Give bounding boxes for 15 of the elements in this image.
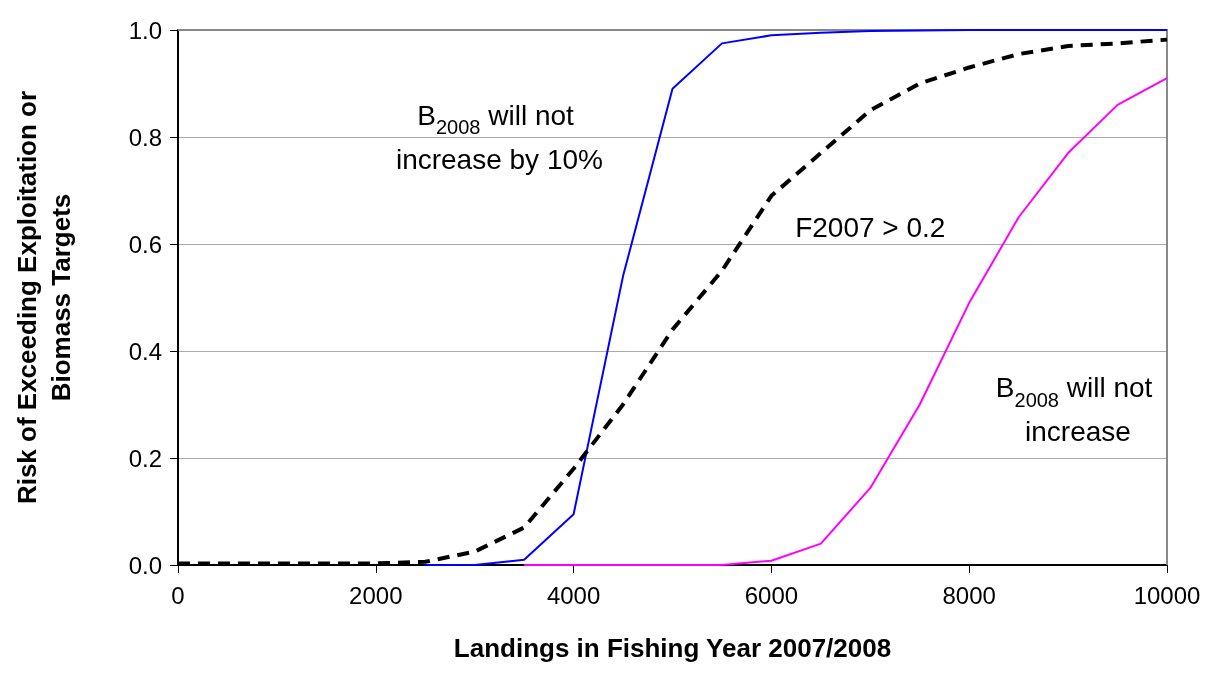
x-tick-label: 10000 xyxy=(1133,581,1201,609)
x-tick-label: 0 xyxy=(171,581,185,609)
y-tick-label: 0.0 xyxy=(128,551,162,579)
x-tick-label: 2000 xyxy=(349,581,403,609)
y-tick-label: 0.2 xyxy=(128,444,162,472)
x-tick-label: 6000 xyxy=(744,581,799,609)
y-tick-label: 0.4 xyxy=(128,337,162,365)
series-label: F2007 > 0.2 xyxy=(795,212,946,244)
x-axis-title: Landings in Fishing Year 2007/2008 xyxy=(453,633,892,663)
y-axis-title: Risk of Exceeding Exploitation or Biomass Targets xyxy=(12,90,76,505)
x-tick-label: 4000 xyxy=(546,581,601,609)
x-tick-label: 8000 xyxy=(942,581,996,609)
y-tick-label: 0.6 xyxy=(128,230,162,258)
y-tick-label: 0.8 xyxy=(128,123,162,151)
y-tick-label: 1.0 xyxy=(128,16,162,44)
